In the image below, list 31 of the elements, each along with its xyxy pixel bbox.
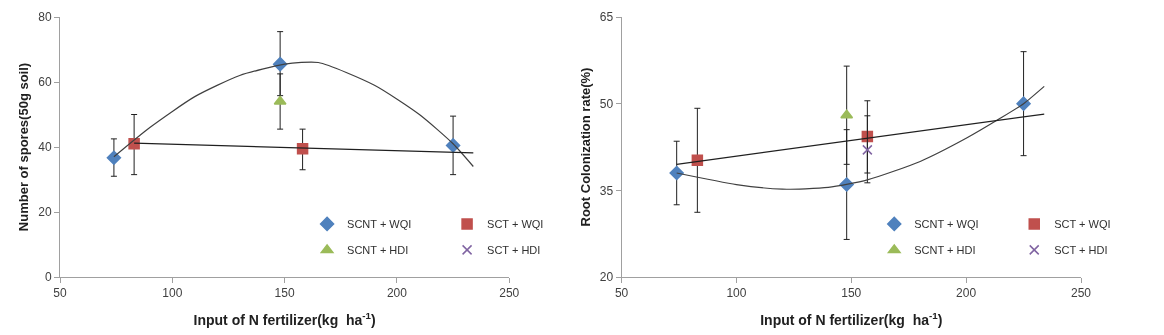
x-tick-label: 150 — [841, 286, 862, 301]
x-tick-label: 250 — [1070, 286, 1092, 301]
y-tick-label: 80 — [38, 10, 52, 25]
x-tick-label: 50 — [614, 286, 629, 301]
y-axis-title: Root Colonization rate(%) — [577, 67, 593, 227]
legend-label: SCNT + HDI — [914, 244, 976, 257]
x-tick-label: 250 — [499, 286, 520, 301]
legend-label: SCNT + WQI — [347, 218, 412, 231]
legend-label: SCT + HDI — [1054, 244, 1108, 257]
legend-label: SCNT + WQI — [914, 218, 979, 231]
x-tick-label: 200 — [956, 286, 977, 301]
y-tick-label: 35 — [599, 183, 614, 198]
x-tick-label: 100 — [726, 286, 747, 301]
x-axis-title: Input of N fertilizer(kg ha$^{-1}$) — [193, 309, 376, 328]
x-tick-label: 100 — [162, 286, 183, 301]
legend-label: SCT + WQI — [1054, 218, 1111, 231]
legend-label: SCT + WQI — [487, 218, 544, 231]
legend-label: SCT + HDI — [487, 244, 541, 257]
y-tick-label: 20 — [599, 270, 614, 285]
x-tick-label: 200 — [386, 286, 408, 301]
y-tick-label: 60 — [38, 75, 52, 90]
x-axis-title: Input of N fertilizer(kg ha$^{-1}$) — [760, 309, 943, 328]
y-tick-label: 40 — [38, 140, 52, 155]
y-tick-label: 20 — [38, 205, 52, 220]
y-axis-title: Number of spores(50g soil) — [16, 62, 32, 232]
y-tick-label: 0 — [44, 270, 52, 285]
x-tick-label: 50 — [53, 286, 67, 301]
y-tick-label: 65 — [599, 10, 614, 25]
y-tick-label: 50 — [599, 96, 614, 111]
x-tick-label: 150 — [274, 286, 295, 301]
legend-label: SCNT + HDI — [347, 244, 409, 257]
